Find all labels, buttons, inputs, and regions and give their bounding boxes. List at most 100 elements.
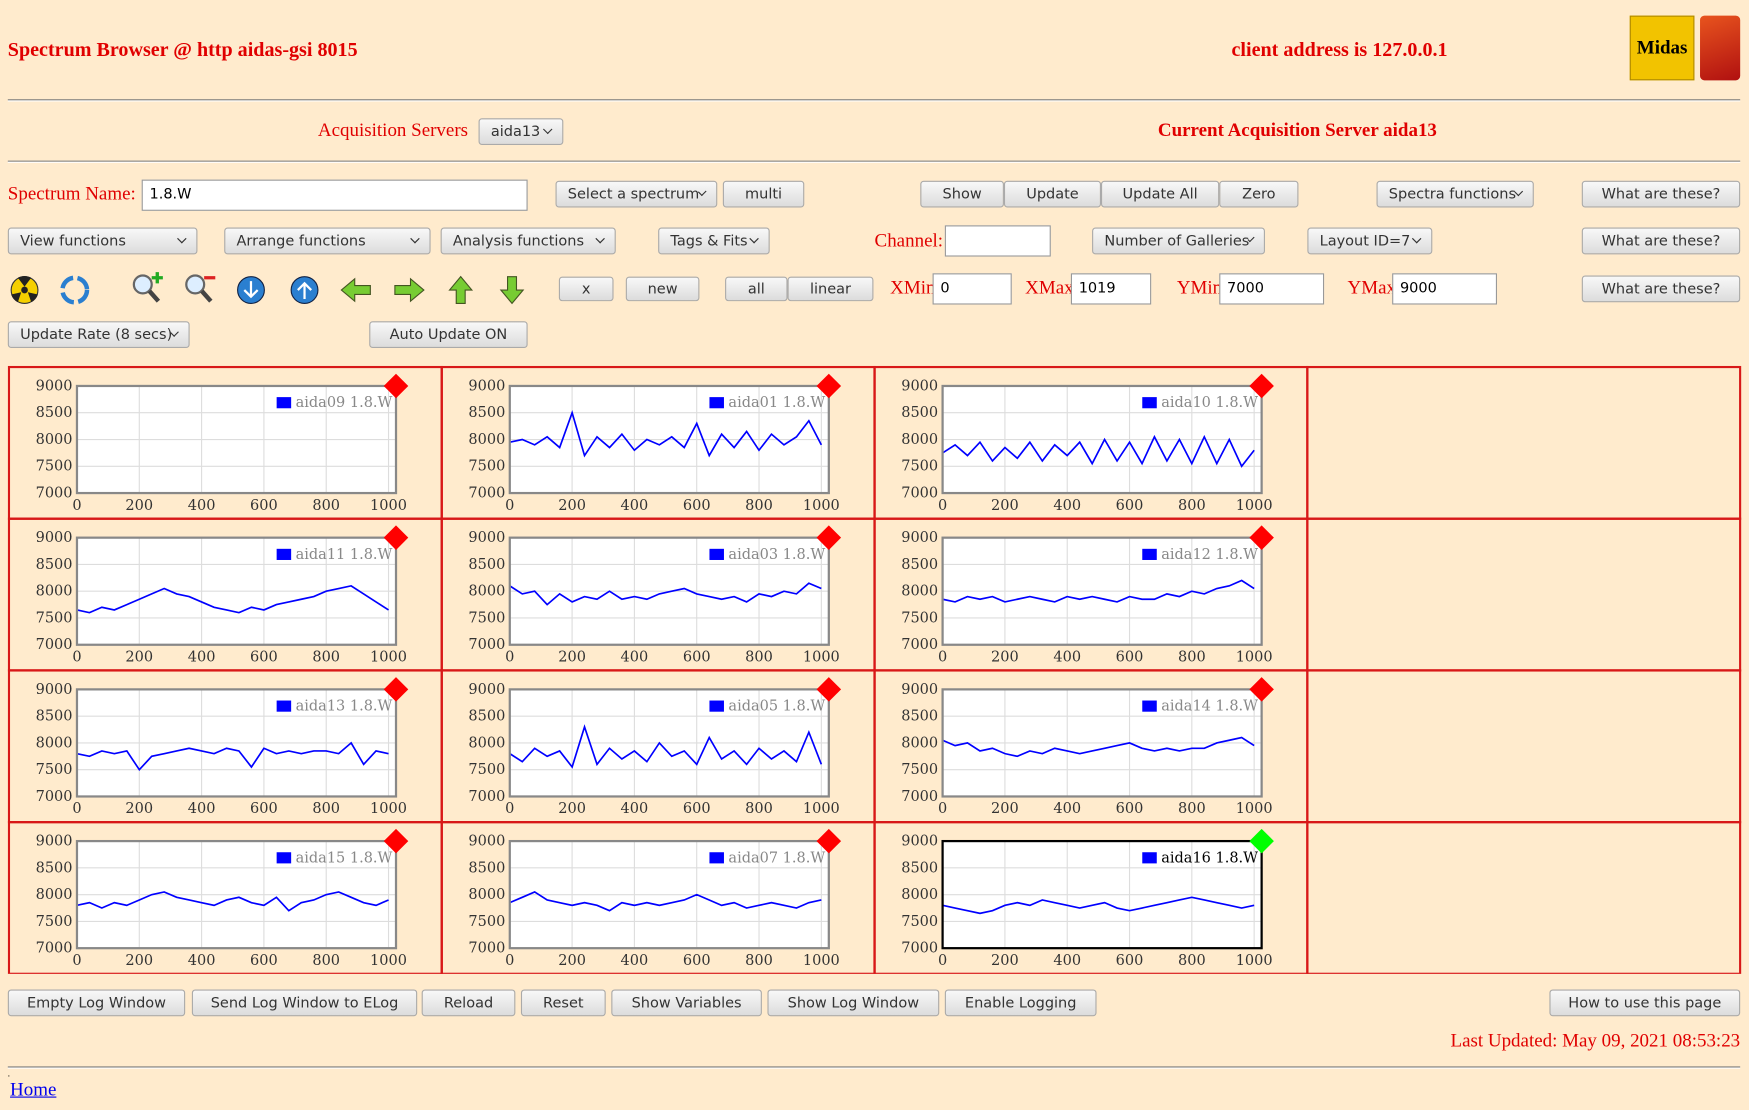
footer-button[interactable]: Send Log Window to ELog [191, 989, 418, 1017]
x-tick-label: 0 [72, 801, 81, 817]
help-button[interactable]: How to use this page [1549, 989, 1741, 1017]
dot: . [7, 1068, 11, 1079]
footer-button[interactable]: Reset [520, 989, 606, 1017]
auto-update[interactable]: Auto Update ON [369, 321, 528, 349]
xmin-input[interactable]: 0 [932, 273, 1012, 305]
spectrum-line [76, 741, 389, 772]
y-tick-label: 9000 [36, 834, 73, 850]
spectrum-name-input[interactable]: 1.8.W [141, 179, 528, 211]
x-tick-label: 400 [621, 953, 649, 969]
x-button[interactable]: x [558, 276, 614, 302]
y-tick-label: 7000 [36, 637, 73, 653]
xmax-input[interactable]: 1019 [1070, 273, 1152, 305]
y-tick-label: 8000 [36, 887, 73, 903]
y-tick-label: 9000 [901, 378, 938, 394]
spectra-functions[interactable]: Spectra functions [1376, 180, 1534, 208]
legend-swatch [1142, 397, 1157, 409]
zero-button[interactable]: Zero [1219, 180, 1299, 208]
x-tick-label: 600 [683, 801, 711, 817]
x-tick-label: 400 [188, 498, 216, 514]
x-tick-label: 800 [312, 498, 340, 514]
channel-input[interactable] [944, 225, 1051, 257]
plot-frame [508, 839, 830, 950]
x-tick-label: 1000 [1236, 953, 1273, 969]
footer-button[interactable]: Empty Log Window [7, 989, 186, 1017]
multi-button[interactable]: multi [722, 180, 805, 208]
x-tick-label: 400 [621, 498, 649, 514]
x-tick-label: 600 [1116, 953, 1144, 969]
legend-label: aida07 1.8.W [728, 850, 825, 866]
all-button[interactable]: all [725, 276, 788, 302]
x-tick-label: 600 [250, 498, 278, 514]
status-marker [1249, 525, 1274, 550]
layout-select[interactable]: Layout ID=7 [1307, 227, 1433, 255]
legend-label: aida10 1.8.W [1161, 395, 1258, 411]
x-tick-label: 600 [250, 649, 278, 665]
server-select[interactable]: aida13 [478, 118, 564, 146]
view-functions[interactable]: View functions [7, 227, 198, 255]
home-link[interactable]: Home [10, 1078, 57, 1100]
footer-button[interactable]: Enable Logging [944, 989, 1097, 1017]
x-tick-label: 0 [72, 498, 81, 514]
y-tick-label: 9000 [468, 834, 505, 850]
x-tick-label: 800 [1178, 498, 1206, 514]
ymin-input[interactable]: 7000 [1219, 273, 1325, 305]
show-button[interactable]: Show [920, 180, 1004, 208]
y-tick-label: 7500 [36, 610, 73, 626]
plot-frame [508, 688, 830, 798]
spectrum-name-label: Spectrum Name: [7, 182, 136, 205]
x-tick-label: 0 [72, 649, 81, 665]
x-tick-label: 200 [558, 498, 586, 514]
footer-button[interactable]: Show Variables [611, 989, 762, 1017]
help-button[interactable]: What are these? [1581, 227, 1741, 255]
y-tick-label: 8000 [901, 584, 938, 600]
y-tick-label: 8500 [36, 557, 73, 573]
toolbar-icons[interactable] [0, 268, 547, 313]
y-tick-label: 7500 [36, 914, 73, 930]
legend-swatch [709, 852, 724, 864]
legend-label: aida12 1.8.W [1161, 547, 1258, 563]
y-tick-label: 8500 [901, 557, 938, 573]
x-tick-label: 200 [991, 498, 1019, 514]
y-tick-label: 9000 [468, 378, 505, 394]
y-tick-label: 9000 [468, 682, 505, 698]
update-button[interactable]: Update [1003, 180, 1101, 208]
new-button[interactable]: new [625, 276, 700, 302]
update-all-button[interactable]: Update All [1100, 180, 1220, 208]
plot-frame [508, 384, 830, 495]
linear-button[interactable]: linear [787, 276, 874, 302]
y-tick-label: 7000 [901, 941, 938, 957]
y-tick-label: 8000 [36, 735, 73, 751]
plot-frame [508, 536, 830, 646]
ymax-label: YMax [1347, 276, 1396, 298]
arrange-functions[interactable]: Arrange functions [224, 227, 431, 255]
x-tick-label: 1000 [370, 649, 407, 665]
x-tick-label: 200 [558, 649, 586, 665]
select-spectrum[interactable]: Select a spectrum [555, 180, 718, 208]
footer-button[interactable]: Show Log Window [767, 989, 940, 1017]
y-tick-label: 8000 [468, 432, 505, 448]
grid-cell [1306, 821, 1742, 974]
legend-label: aida01 1.8.W [728, 395, 825, 411]
y-tick-label: 8000 [901, 887, 938, 903]
x-tick-label: 1000 [803, 649, 840, 665]
y-tick-label: 8500 [36, 405, 73, 421]
spectrum-line [76, 584, 389, 614]
galleries-select[interactable]: Number of Galleries [1092, 227, 1265, 255]
ymax-input[interactable]: 9000 [1392, 273, 1498, 305]
y-tick-label: 7500 [901, 459, 938, 475]
x-tick-label: 0 [505, 649, 514, 665]
status-marker [383, 828, 409, 854]
update-rate[interactable]: Update Rate (8 secs) [7, 321, 190, 349]
tags-fits[interactable]: Tags & Fits [658, 227, 770, 255]
y-tick-label: 7500 [468, 459, 505, 475]
y-tick-label: 7000 [36, 941, 73, 957]
help-button[interactable]: What are these? [1581, 275, 1741, 303]
analysis-functions[interactable]: Analysis functions [440, 227, 616, 255]
help-button[interactable]: What are these? [1581, 180, 1741, 208]
legend-label: aida11 1.8.W [296, 547, 393, 563]
x-tick-label: 800 [745, 498, 773, 514]
footer-button[interactable]: Reload [421, 989, 516, 1017]
